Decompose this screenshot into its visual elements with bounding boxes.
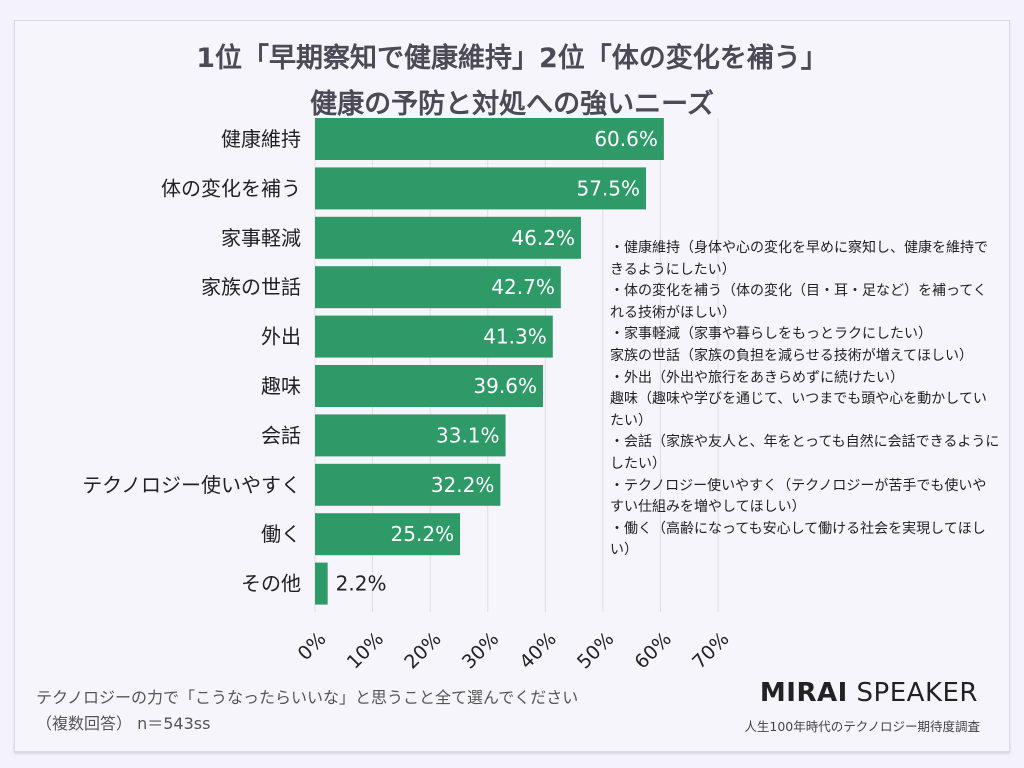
x-tick-label: 40% xyxy=(515,628,560,673)
note-item: ・働く（高齢になっても安心して働ける社会を実現してほしい） xyxy=(610,520,986,559)
data-label: 33.1% xyxy=(436,423,500,447)
category-label: 家事軽減 xyxy=(221,226,301,250)
note-item: ・家事軽減（家事や暮らしをもっとラクにしたい） xyxy=(610,326,932,343)
category-label: その他 xyxy=(241,572,301,596)
brand-subtitle: 人生100年時代のテクノロジー期待度調査 xyxy=(744,719,980,734)
x-tick-label: 30% xyxy=(458,628,503,673)
x-tick-label: 0% xyxy=(294,628,331,665)
category-label: 会話 xyxy=(261,423,301,447)
bar xyxy=(315,513,461,556)
data-label: 2.2% xyxy=(336,572,387,596)
chart-title-line1: 1位「早期察知で健康維持」2位「体の変化を補う」 xyxy=(196,43,828,74)
data-label: 60.6% xyxy=(594,127,658,151)
data-label: 42.7% xyxy=(491,275,555,299)
bar xyxy=(315,414,506,457)
data-label: 25.2% xyxy=(391,522,455,546)
data-label: 39.6% xyxy=(473,374,537,398)
bar xyxy=(315,216,581,259)
survey-question: テクノロジーの力で「こうなったらいいな」と思うこと全て選んでください （複数回答… xyxy=(36,685,578,737)
question-text: テクノロジーの力で「こうなったらいいな」と思うこと全て選んでください xyxy=(36,688,579,707)
bar xyxy=(315,365,543,407)
brand-logo: MIRAI SPEAKER xyxy=(759,678,978,708)
bar xyxy=(315,463,501,506)
x-tick-label: 10% xyxy=(343,628,388,673)
data-label: 41.3% xyxy=(483,325,547,349)
bar xyxy=(315,315,553,358)
data-label: 46.2% xyxy=(511,226,575,250)
note-item: ・会話（家族や友人と、年をとっても自然に会話できるようにしたい） xyxy=(610,434,1000,472)
bar xyxy=(315,266,561,309)
note-item: 趣味（趣味や学びを通じて、いつまでも頭や心を動かしていたい） xyxy=(610,391,987,429)
bar xyxy=(315,118,664,160)
x-tick-label: 60% xyxy=(631,628,676,673)
note-item: ・外出（外出や旅行をあきらめずに続けたい） xyxy=(610,369,904,386)
category-label: 外出 xyxy=(261,325,301,349)
x-tick-label: 70% xyxy=(688,628,733,673)
category-label: 趣味 xyxy=(261,374,301,398)
bar xyxy=(315,167,647,210)
note-item: ・テクノロジー使いやすく（テクノロジーが苦手でも使いやすい仕組みを増やしてほしい… xyxy=(610,477,987,516)
note-item: ・体の変化を補う（体の変化（目・耳・足など）を補ってくれる技術がほしい） xyxy=(610,283,987,321)
x-tick-label: 50% xyxy=(573,628,618,673)
chart-title-line2: 健康の予防と対処への強いニーズ xyxy=(310,89,714,120)
category-label: テクノロジー使いやすく xyxy=(82,473,301,497)
category-label: 家族の世話 xyxy=(201,275,301,299)
note-item: 家族の世話（家族の負担を減らせる技術が増えてほしい） xyxy=(610,347,974,364)
category-label: 働く xyxy=(261,522,301,546)
category-notes: ・健康維持（身体や心の変化を早めに察知し、健康を維持できるようにしたい） ・体の変… xyxy=(610,238,1000,562)
category-label: 体の変化を補う xyxy=(161,176,301,200)
data-label: 32.2% xyxy=(431,473,495,497)
data-label: 57.5% xyxy=(576,176,640,200)
sample-size: （複数回答） n＝543ss xyxy=(36,714,211,733)
note-item: ・健康維持（身体や心の変化を早めに察知し、健康を維持できるようにしたい） xyxy=(610,240,988,278)
category-label: 健康維持 xyxy=(221,127,301,151)
bar xyxy=(315,562,328,605)
x-tick-label: 20% xyxy=(400,628,445,673)
